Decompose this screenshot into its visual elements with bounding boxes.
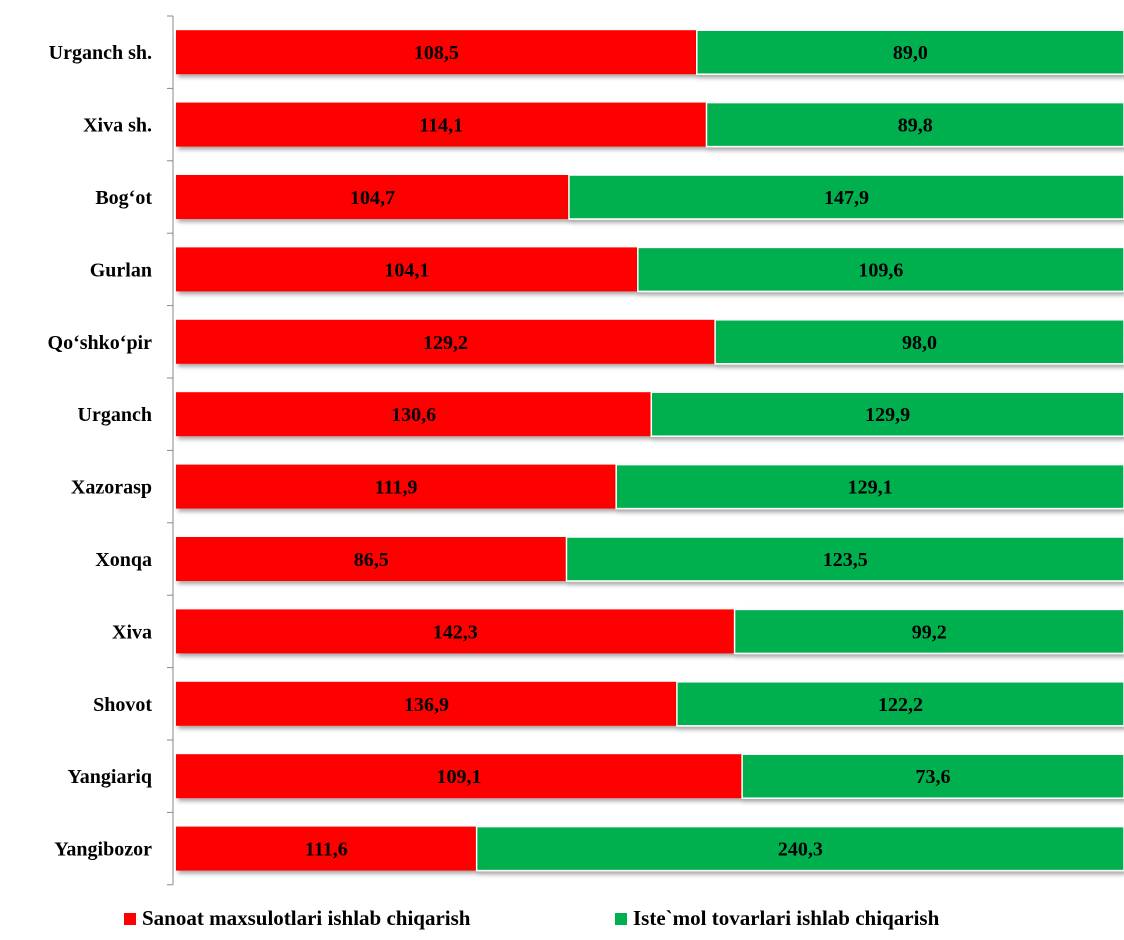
data-label-istemol: 123,5 — [823, 549, 868, 571]
bar-istemol — [696, 29, 1124, 75]
data-label-sanoat: 111,6 — [305, 839, 348, 861]
data-label-istemol: 122,2 — [878, 694, 923, 716]
category-label: Bog‘ot — [95, 187, 152, 209]
bar-sanoat — [176, 537, 567, 581]
category-label: Gurlan — [90, 259, 152, 281]
category-label: Xonqa — [95, 549, 152, 571]
stacked-bar-chart: 108,5 89,0 114,1 89,8 104,7 147,9 104,1 109,6 12… — [48, 15, 1124, 886]
data-label-sanoat: 136,9 — [404, 694, 449, 716]
category-label: Xazorasp — [71, 477, 152, 499]
data-label-sanoat: 129,2 — [423, 332, 468, 354]
bar-sanoat — [176, 30, 697, 75]
bar-sanoat — [176, 175, 569, 219]
bar-istemol — [637, 246, 1124, 293]
category-label: Urganch — [78, 404, 152, 426]
bar-istemol — [733, 608, 1124, 655]
bar-sanoat — [176, 247, 638, 292]
data-label-sanoat: 130,6 — [391, 404, 436, 426]
data-label-istemol: 73,6 — [916, 766, 951, 788]
bar-sanoat — [176, 826, 477, 871]
data-label-istemol: 89,0 — [893, 42, 928, 64]
data-label-sanoat: 111,9 — [375, 477, 418, 499]
data-label-sanoat: 142,3 — [433, 621, 478, 643]
legend-label-series-2: Iste`mol tovarlari ishlab chiqarish — [633, 906, 940, 930]
data-label-istemol: 129,1 — [848, 477, 893, 499]
category-label: Xiva — [112, 621, 152, 643]
data-label-istemol: 99,2 — [912, 621, 947, 643]
category-label: Qo‘shko‘pir — [48, 332, 153, 354]
data-label-sanoat: 104,1 — [384, 259, 429, 281]
bar-istemol — [705, 101, 1124, 148]
bars-group: 108,5 89,0 114,1 89,8 104,7 147,9 104,1 109,6 12… — [176, 29, 1124, 872]
bar-istemol — [475, 825, 1124, 872]
bar-sanoat — [176, 319, 716, 364]
category-label: Yangibozor — [54, 839, 152, 861]
category-label: Urganch sh. — [49, 42, 152, 64]
data-label-istemol: 89,8 — [898, 115, 933, 137]
category-axis — [167, 15, 174, 886]
data-label-sanoat: 108,5 — [414, 42, 459, 64]
category-label: Shovot — [93, 694, 152, 716]
bar-sanoat — [176, 102, 707, 147]
data-label-istemol: 240,3 — [778, 839, 823, 861]
data-label-sanoat: 114,1 — [419, 115, 463, 137]
data-label-istemol: 129,9 — [865, 404, 910, 426]
bar-istemol — [676, 681, 1124, 727]
bar-sanoat — [176, 681, 677, 726]
category-label: Xiva sh. — [83, 115, 152, 137]
bar-istemol — [615, 463, 1124, 510]
data-label-sanoat: 109,1 — [437, 766, 482, 788]
bar-istemol — [741, 753, 1124, 799]
bar-sanoat — [176, 609, 735, 654]
bar-istemol — [714, 319, 1124, 365]
legend-item-series-2: Iste`mol tovarlari ishlab chiqarish — [615, 906, 939, 931]
legend-item-series-1: Sanoat maxsulotlari ishlab chiqarish — [124, 906, 470, 931]
legend-swatch-green — [615, 912, 627, 925]
category-labels: Urganch sh. Xiva sh. Bog‘ot Gurlan Qo‘shko‘p… — [48, 42, 153, 860]
data-label-istemol: 147,9 — [824, 187, 869, 209]
legend-label-series-1: Sanoat maxsulotlari ishlab chiqarish — [142, 906, 471, 930]
bar-istemol — [568, 174, 1124, 220]
data-label-sanoat: 104,7 — [350, 187, 395, 209]
category-label: Yangiariq — [68, 766, 152, 788]
bar-sanoat — [176, 754, 743, 799]
bar-sanoat — [176, 392, 652, 437]
data-label-sanoat: 86,5 — [354, 549, 389, 571]
data-label-istemol: 98,0 — [902, 332, 937, 354]
bar-sanoat — [176, 464, 617, 509]
legend-swatch-red — [124, 912, 136, 925]
bar-istemol — [650, 391, 1124, 437]
data-label-istemol: 109,6 — [858, 259, 903, 281]
bar-istemol — [565, 536, 1124, 582]
